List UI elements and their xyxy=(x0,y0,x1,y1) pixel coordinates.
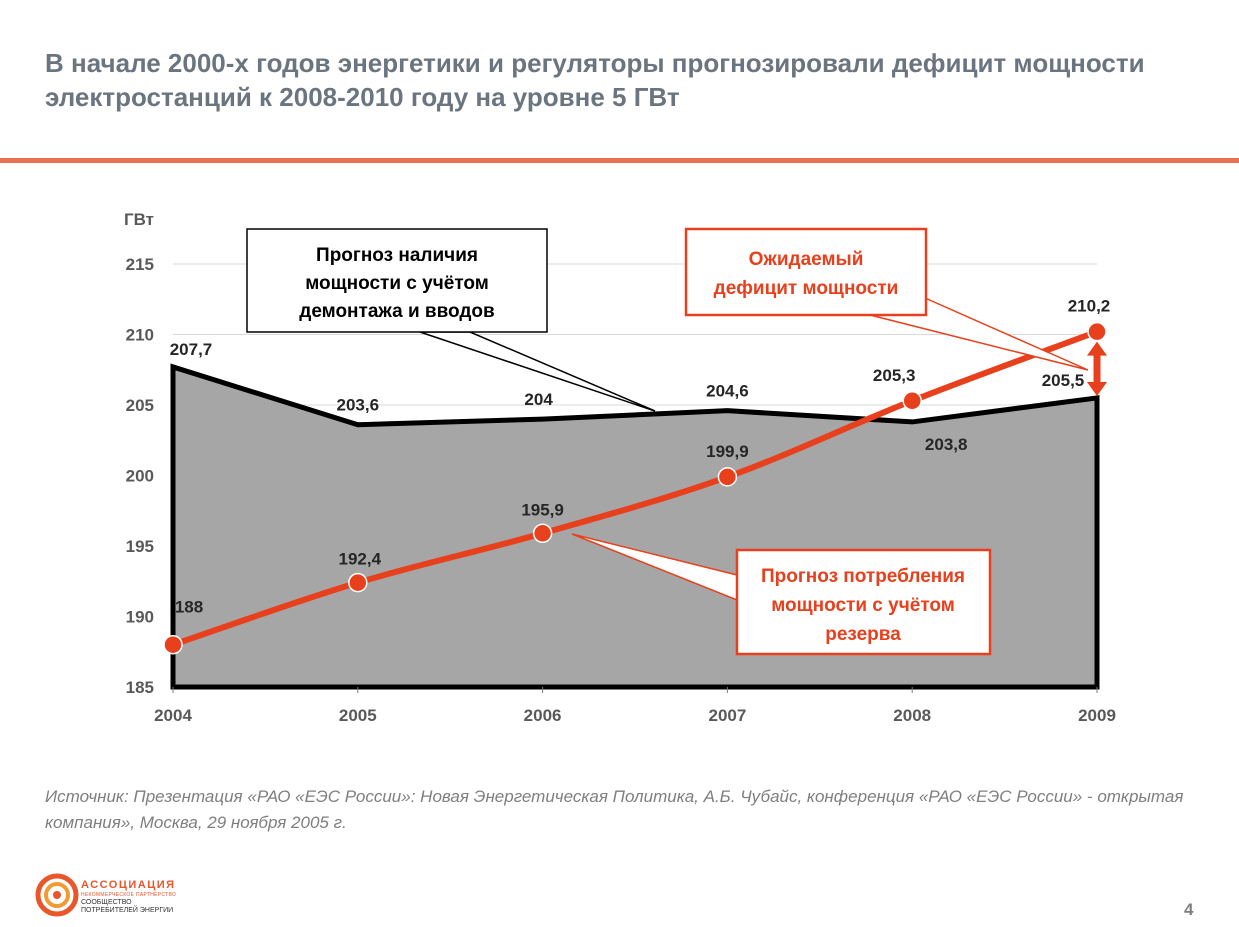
demand-point-2005 xyxy=(348,572,368,593)
y-tick-label-185: 185 xyxy=(126,678,154,697)
deficit-arrow-head-down xyxy=(1087,381,1107,396)
demand-point-2008 xyxy=(902,391,922,411)
capacity-label-2004: 207,7 xyxy=(170,340,213,359)
demand-label-2008: 205,3 xyxy=(873,366,916,385)
demand-callout-line-1: Прогноз потребления xyxy=(761,566,965,587)
y-tick-label-200: 200 xyxy=(126,467,154,486)
demand-point-2007 xyxy=(717,467,738,487)
x-tick-label-2007: 2007 xyxy=(708,706,746,725)
slide-title: В начале 2000-х годов энергетики и регул… xyxy=(45,48,1145,112)
capacity-label-2006: 204 xyxy=(524,390,553,409)
y-tick-label-210: 210 xyxy=(126,326,154,345)
y-tick-label-195: 195 xyxy=(126,537,154,556)
capacity-label-2005: 203,6 xyxy=(337,396,380,415)
capacity-label-2008: 203,8 xyxy=(925,435,968,454)
y-tick-label-205: 205 xyxy=(126,396,154,415)
capacity-callout-line-1: Прогноз наличия xyxy=(316,245,478,266)
logo-text-line3: СООБЩЕСТВО xyxy=(81,899,132,906)
deficit-callout-line-1: Ожидаемый xyxy=(749,249,864,270)
data-labels: 207,7 203,6 204 204,6 203,8 205,5 188 192,4 195,… xyxy=(170,297,1111,617)
demand-label-2006: 195,9 xyxy=(521,500,564,519)
deficit-callout-line-2: дефицит мощности xyxy=(714,278,899,299)
deficit-callout-box xyxy=(684,227,928,317)
x-tick-label-2005: 2005 xyxy=(339,706,377,725)
capacity-callout-line-3: демонтажа и вводов xyxy=(299,301,494,322)
deficit-arrow-head-up xyxy=(1087,341,1107,356)
x-tick-label-2008: 2008 xyxy=(893,706,931,725)
x-tick-label-2006: 2006 xyxy=(524,706,562,725)
demand-point-2004 xyxy=(163,634,183,655)
logo-text-line4: ПОТРЕБИТЕЛЕЙ ЭНЕРГИИ xyxy=(81,907,174,914)
demand-label-2009: 210,2 xyxy=(1068,297,1111,316)
capacity-label-2007: 204,6 xyxy=(706,382,749,401)
capacity-label-2009: 205,5 xyxy=(1042,371,1085,390)
logo-text-line1: АССОЦИАЦИЯ xyxy=(81,879,176,891)
demand-line-path xyxy=(170,328,1100,648)
demand-point-2006 xyxy=(532,523,553,544)
demand-callout-box xyxy=(735,548,992,656)
callouts: Прогноз наличия мощности с учётом демонтаж… xyxy=(246,227,1089,656)
logo-icon xyxy=(35,873,79,917)
y-axis-unit: ГВт xyxy=(124,210,154,229)
source-note: Источник: Презентация «РАО «ЕЭС России»:… xyxy=(45,787,1184,832)
association-logo: АССОЦИАЦИЯ НЕКОММЕРЧЕСКОЕ ПАРТНЕРСТВО СО… xyxy=(35,873,195,921)
y-tick-label-215: 215 xyxy=(126,255,154,274)
capacity-callout-box xyxy=(246,228,548,333)
y-tick-label-190: 190 xyxy=(126,608,154,627)
demand-point-2009 xyxy=(1087,321,1107,342)
axes: 185 190 195 200 205 210 215 ГВт 2004 2005 2006 2007… xyxy=(124,210,1116,725)
demand-label-2004: 188 xyxy=(175,598,203,617)
logo-text-line2: НЕКОММЕРЧЕСКОЕ ПАРТНЕРСТВО xyxy=(81,892,177,898)
demand-label-2005: 192,4 xyxy=(339,550,382,569)
title-divider xyxy=(0,158,1239,163)
x-tick-label-2004: 2004 xyxy=(154,706,192,725)
demand-callout-line-3: резерва xyxy=(825,624,901,645)
demand-line xyxy=(163,321,1107,655)
x-tick-label-2009: 2009 xyxy=(1078,706,1116,725)
page-number: 4 xyxy=(1184,900,1194,919)
capacity-callout-line-2: мощности с учётом xyxy=(305,273,489,294)
demand-label-2007: 199,9 xyxy=(706,442,749,461)
demand-callout-line-2: мощности с учётом xyxy=(771,595,955,616)
